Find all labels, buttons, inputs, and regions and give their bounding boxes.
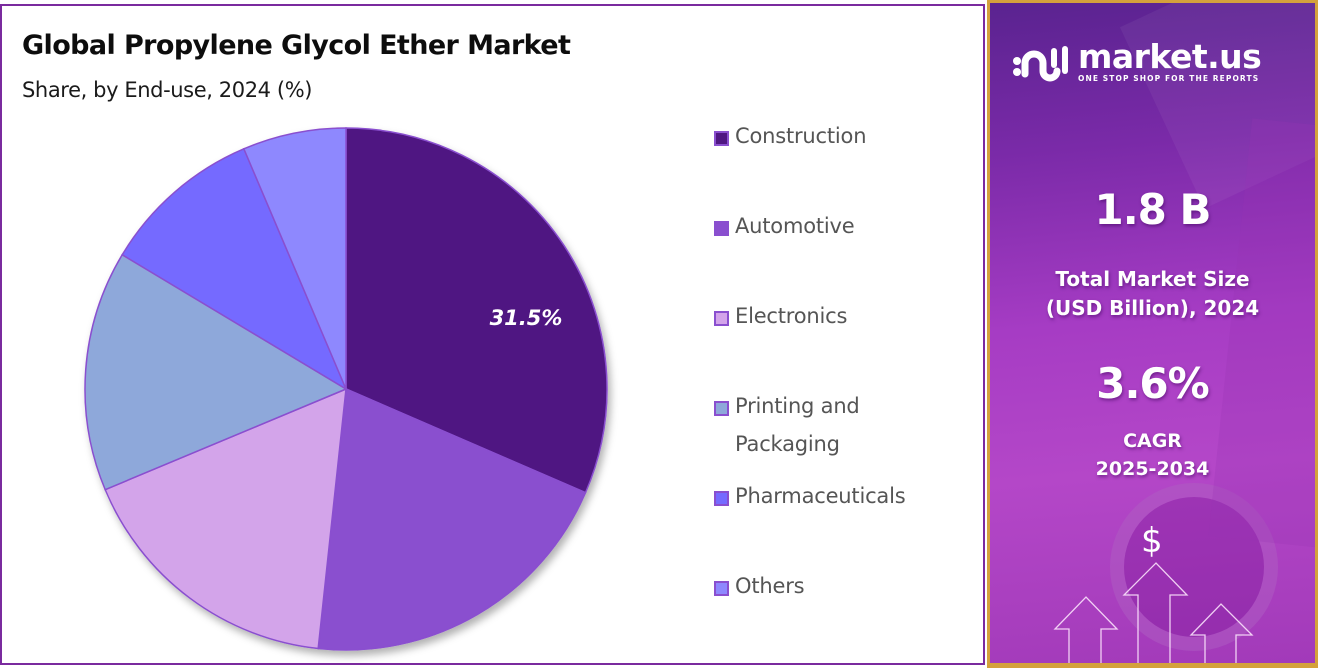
pie-slice-others[interactable] xyxy=(242,127,347,390)
brand-tagline: ONE STOP SHOP FOR THE REPORTS xyxy=(1078,73,1260,83)
slice-label-construction: 31.5% xyxy=(490,306,563,330)
brand-logo[interactable]: market.us ONE STOP SHOP FOR THE REPORTS xyxy=(1012,36,1262,83)
legend-swatch-icon xyxy=(714,401,729,416)
legend: Construction Automotive Electronics Prin… xyxy=(714,0,984,660)
legend-label-line1: Printing and xyxy=(735,394,860,418)
legend-label: Others xyxy=(735,574,805,598)
legend-swatch-icon xyxy=(714,131,729,146)
background-decoration xyxy=(1119,3,1315,209)
legend-swatch-icon xyxy=(714,491,729,506)
brand-name: market.us xyxy=(1078,36,1262,76)
pie-slice-pharmaceuticals[interactable] xyxy=(121,147,348,391)
legend-swatch-icon xyxy=(714,311,729,326)
legend-swatch-icon xyxy=(714,581,729,596)
legend-label: Automotive xyxy=(735,214,855,238)
legend-item-others[interactable]: Others xyxy=(714,574,805,605)
legend-label: Pharmaceuticals xyxy=(735,484,906,508)
legend-item-construction[interactable]: Construction xyxy=(714,124,867,155)
cagr-value: 3.6% xyxy=(1096,359,1209,408)
pie-chart: 31.5% xyxy=(84,127,608,651)
legend-label-line2: Packaging xyxy=(735,432,840,456)
legend-item-electronics[interactable]: Electronics xyxy=(714,304,847,335)
legend-item-automotive[interactable]: Automotive xyxy=(714,214,855,245)
cagr-label-line2: 2025-2034 xyxy=(1095,458,1210,480)
pie-slice-electronics[interactable] xyxy=(104,387,347,650)
dollar-icon: $ xyxy=(1141,521,1163,561)
legend-swatch-icon xyxy=(714,221,729,236)
legend-label: Printing and Packaging xyxy=(735,387,860,463)
market-size-label-line1: Total Market Size xyxy=(1055,267,1250,291)
legend-item-pharmaceuticals[interactable]: Pharmaceuticals xyxy=(714,484,906,515)
pie-slice-construction[interactable] xyxy=(345,127,608,494)
legend-item-printing-packaging[interactable]: Printing and Packaging xyxy=(714,394,860,463)
info-panel: market.us ONE STOP SHOP FOR THE REPORTS … xyxy=(987,0,1318,668)
market-size-value: 1.8 B xyxy=(1094,185,1211,234)
background-decoration xyxy=(1110,483,1278,651)
pie-slices xyxy=(84,127,608,651)
growth-arrows-icon xyxy=(1053,562,1254,663)
pie-slice-printing-and-packaging[interactable] xyxy=(84,253,348,491)
market-size-label-line2: (USD Billion), 2024 xyxy=(1045,296,1260,320)
cagr-label-line1: CAGR xyxy=(1123,430,1182,452)
chart-title: Global Propylene Glycol Ether Market xyxy=(22,30,571,61)
chart-subtitle: Share, by End-use, 2024 (%) xyxy=(22,78,313,102)
pie-slice-automotive[interactable] xyxy=(317,387,587,651)
legend-label: Electronics xyxy=(735,304,848,328)
market-us-logo-icon xyxy=(1013,46,1068,82)
legend-label: Construction xyxy=(735,124,867,148)
